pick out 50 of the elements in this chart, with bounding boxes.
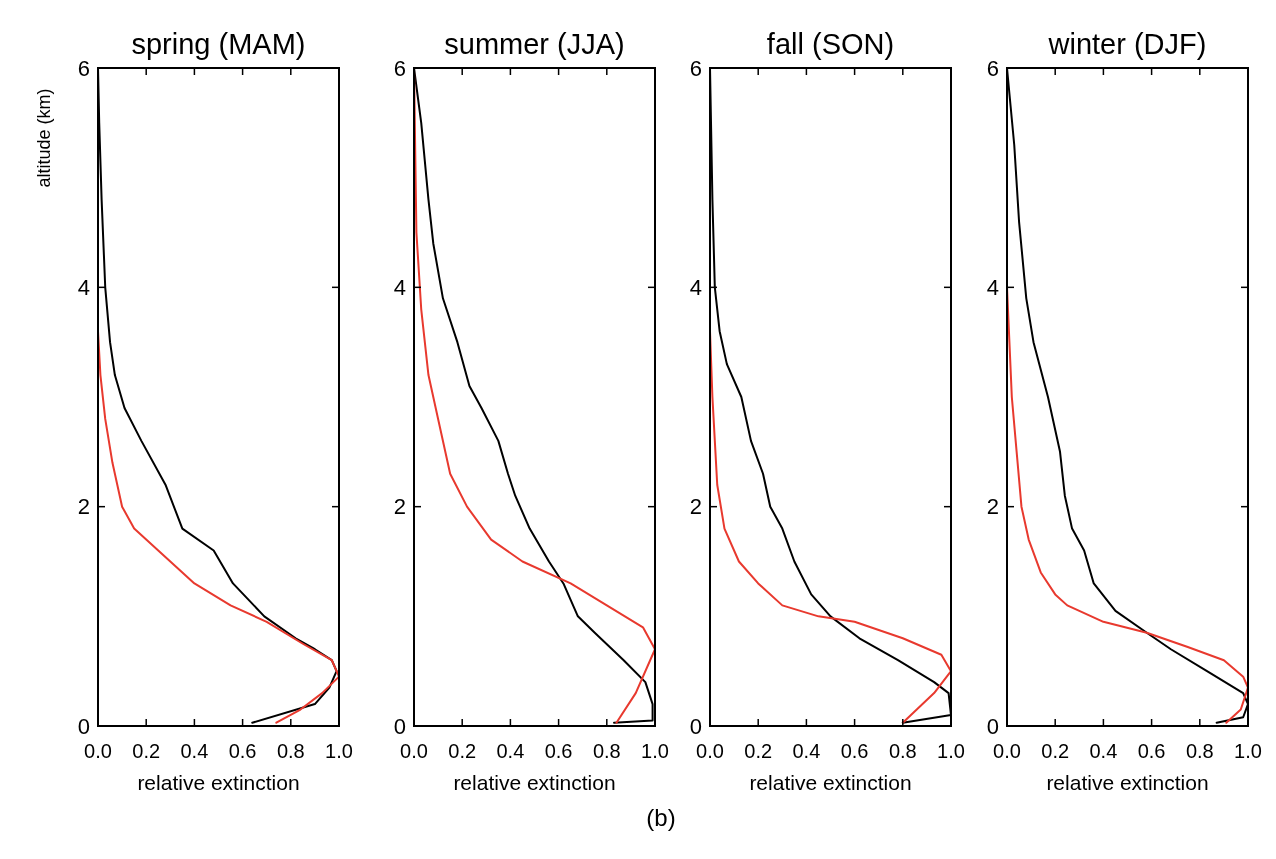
x-tick-label: 1.0 [325,740,353,762]
y-tick-label: 6 [393,55,406,81]
x-tick-label: 0.4 [1089,740,1118,762]
y-tick-label: 4 [689,275,702,301]
x-tick-label: 0.0 [696,740,724,762]
x-tick-label: 0.4 [180,740,209,762]
x-tick-label: 0.0 [84,740,112,762]
y-tick-label: 4 [393,275,406,301]
y-tick-label: 4 [986,275,999,301]
y-tick-label: 6 [689,55,702,81]
y-tick-label: 0 [986,713,999,739]
y-tick-label: 2 [77,494,90,520]
y-tick-label: 0 [393,713,406,739]
x-tick-label: 1.0 [1234,740,1262,762]
chart-title: spring (MAM) [131,28,306,60]
x-tick-label: 0.4 [496,740,525,762]
x-tick-label: 0.0 [400,740,428,762]
x-tick-label: 0.6 [228,740,257,762]
x-tick-label: 0.8 [1185,740,1214,762]
x-tick-label: 0.8 [592,740,621,762]
x-tick-label: 0.6 [544,740,573,762]
x-axis-title: relative extinction [749,771,912,794]
x-tick-label: 0.8 [888,740,917,762]
x-tick-label: 0.8 [276,740,305,762]
x-axis-title: relative extinction [453,771,616,794]
x-tick-label: 1.0 [641,740,669,762]
chart-title: winter (DJF) [1047,28,1207,60]
y-tick-label: 2 [986,494,999,520]
text: (b) [646,804,676,831]
x-tick-label: 0.2 [744,740,773,762]
chart-title: fall (SON) [766,28,895,60]
x-tick-label: 0.6 [840,740,869,762]
x-axis-title: relative extinction [1046,771,1209,794]
y-tick-label: 2 [689,494,702,520]
x-tick-label: 0.2 [1041,740,1070,762]
y-tick-label: 0 [77,713,90,739]
x-tick-label: 0.0 [993,740,1021,762]
x-axis-title: relative extinction [137,771,300,794]
y-tick-label: 6 [986,55,999,81]
chart-title: summer (JJA) [444,28,625,60]
y-tick-label: 4 [77,275,90,301]
x-tick-label: 0.2 [132,740,161,762]
x-tick-label: 0.2 [448,740,477,762]
x-tick-label: 1.0 [937,740,965,762]
x-tick-label: 0.6 [1137,740,1166,762]
y-tick-label: 2 [393,494,406,520]
y-axis-title: altitude (km) [34,88,54,188]
x-tick-label: 0.4 [792,740,821,762]
y-tick-label: 6 [77,55,90,81]
y-tick-label: 0 [689,713,702,739]
